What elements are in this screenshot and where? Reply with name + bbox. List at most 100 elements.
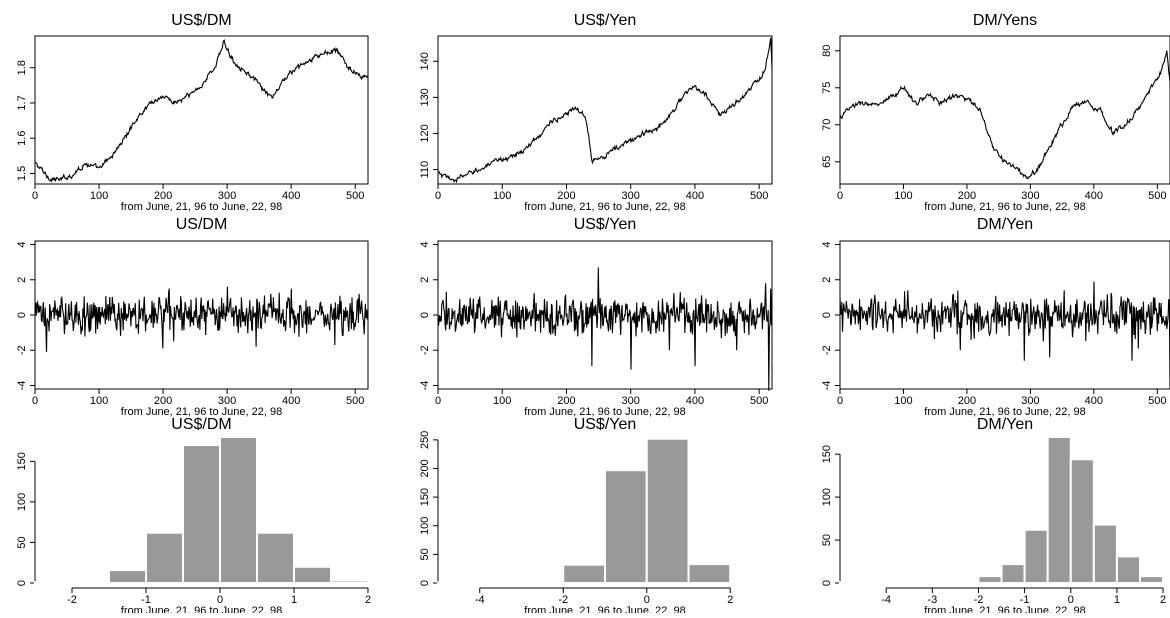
- x-tick-label: 200: [557, 190, 575, 202]
- series-line: [839, 50, 1170, 180]
- histogram-bar: [71, 580, 110, 584]
- x-tick-label: 300: [218, 190, 236, 202]
- histogram-bar: [931, 581, 957, 584]
- histogram-bar: [862, 582, 888, 585]
- x-tick-label: 400: [686, 190, 704, 202]
- plot-frame: [34, 35, 369, 185]
- y-tick-label: 0: [821, 312, 833, 318]
- plot-frame: [437, 35, 773, 185]
- x-tick-label: 0: [435, 395, 441, 407]
- chart-title: US$/Yen: [574, 12, 637, 29]
- histogram-bar: [330, 579, 369, 584]
- histogram-bar: [908, 582, 934, 585]
- x-tick-label: 2: [1160, 594, 1166, 606]
- histogram-bar: [293, 565, 332, 584]
- x-tick-label: 500: [1148, 395, 1166, 407]
- series-line: [437, 267, 773, 391]
- chart-title: US$/Yen: [574, 216, 637, 233]
- histogram-bar: [1046, 436, 1072, 584]
- y-tick-label: 2: [821, 277, 833, 283]
- chart-usyen-level: US$/Yen 110 120 130 140 0 100 200 300 400 500 from …: [419, 12, 773, 213]
- histogram-bar: [182, 444, 221, 584]
- x-tick-label: 100: [894, 190, 912, 202]
- x-axis-label: from June, 21, 96 to June, 22, 98: [121, 605, 282, 613]
- x-tick-label: 100: [894, 395, 912, 407]
- x-tick-label: 100: [493, 395, 511, 407]
- panel-usdm-level: US$/DM 1.5 1.6 1.7 1.8 0 100 200 300 400 500 from J…: [0, 8, 390, 214]
- histogram-bar: [478, 581, 523, 585]
- y-tick-label: 75: [821, 82, 833, 94]
- chart-dmyen-level: DM/Yens 65 70 75 80 0 100 200 300 400 500 from June…: [821, 12, 1170, 213]
- chart-title: DM/Yens: [973, 12, 1037, 29]
- y-tick-label: 0: [16, 312, 28, 318]
- chart-title: US$/DM: [171, 12, 231, 29]
- x-tick-label: 400: [1085, 190, 1103, 202]
- x-tick-label: -2: [974, 594, 984, 606]
- y-tick-label: 140: [419, 52, 431, 70]
- histogram-bar: [645, 437, 690, 584]
- histogram-bar: [1092, 523, 1118, 584]
- series-line: [839, 281, 1170, 386]
- x-tick-label: 300: [1021, 190, 1039, 202]
- x-tick-label: -4: [881, 594, 891, 606]
- panel-usdm-hist: US$/DM 0 50 100 150 -2 -1 0 1 2 from June, 21, 96 …: [0, 412, 390, 617]
- x-tick-label: 100: [90, 190, 108, 202]
- x-axis-label: from June, 21, 96 to June, 22, 98: [121, 406, 282, 417]
- y-tick-label: 2: [419, 277, 431, 283]
- y-tick-label: 1.6: [16, 131, 28, 146]
- series-line: [34, 39, 369, 183]
- x-tick-label: 0: [837, 190, 843, 202]
- y-tick-label: 110: [419, 161, 431, 179]
- y-tick-label: -2: [419, 345, 431, 355]
- histogram-bar: [219, 436, 258, 584]
- y-tick-label: 0: [16, 580, 28, 586]
- x-tick-label: 200: [958, 190, 976, 202]
- x-axis-label: from June, 21, 96 to June, 22, 98: [924, 406, 1085, 417]
- x-tick-label: 0: [837, 395, 843, 407]
- y-tick-label: 120: [419, 124, 431, 142]
- y-tick-label: 100: [821, 488, 833, 506]
- x-axis-label: from June, 21, 96 to June, 22, 98: [924, 201, 1085, 213]
- histogram-bar: [1139, 575, 1165, 584]
- y-tick-label: 130: [419, 88, 431, 106]
- x-tick-label: 400: [686, 395, 704, 407]
- histogram-bar: [1023, 528, 1049, 584]
- x-tick-label: 100: [493, 190, 511, 202]
- y-tick-label: 1.8: [16, 60, 28, 75]
- chart-usdm-returns: US/DM -4 -2 0 2 4 0 100 200 300 400 500 from June, 2…: [16, 216, 369, 418]
- y-tick-label: 4: [821, 241, 833, 247]
- x-axis-label: from June, 21, 96 to June, 22, 98: [524, 201, 685, 213]
- chart-usdm-hist: US$/DM 0 50 100 150 -2 -1 0 1 2 from June, 21, 96 …: [16, 416, 371, 617]
- x-tick-label: 200: [154, 190, 172, 202]
- y-tick-label: 0: [821, 580, 833, 586]
- x-axis-label: from June, 21, 96 to June, 22, 98: [924, 605, 1085, 613]
- y-tick-label: 150: [419, 488, 431, 506]
- chart-title: US/DM: [176, 216, 228, 233]
- x-axis-label: from June, 21, 96 to June, 22, 98: [524, 406, 685, 417]
- series-line: [437, 37, 773, 184]
- x-tick-label: 500: [750, 395, 768, 407]
- panel-usdm-returns: US/DM -4 -2 0 2 4 0 100 200 300 400 500 from June, 2…: [0, 212, 390, 418]
- x-tick-label: 400: [282, 190, 300, 202]
- x-tick-label: 100: [90, 395, 108, 407]
- x-tick-label: 1: [291, 594, 297, 606]
- x-tick-label: -4: [475, 594, 485, 606]
- y-tick-label: 100: [16, 493, 28, 511]
- y-tick-label: 2: [16, 277, 28, 283]
- y-tick-label: 1.5: [16, 166, 28, 181]
- x-tick-label: 500: [1148, 190, 1166, 202]
- x-axis-label: from June, 21, 96 to June, 22, 98: [121, 201, 282, 213]
- histogram-bar: [34, 581, 73, 584]
- histogram-bar: [687, 563, 732, 584]
- histogram-bar: [437, 581, 481, 585]
- histogram-bar: [1000, 563, 1026, 584]
- chart-title: DM/Yen: [977, 416, 1033, 433]
- plot-frame: [839, 35, 1170, 185]
- histogram-bar: [604, 469, 648, 585]
- x-tick-label: 300: [218, 395, 236, 407]
- histogram-bar: [954, 580, 980, 584]
- x-tick-label: 0: [435, 190, 441, 202]
- x-tick-label: 400: [282, 395, 300, 407]
- y-tick-label: 65: [821, 156, 833, 168]
- chart-title: US$/DM: [171, 416, 231, 433]
